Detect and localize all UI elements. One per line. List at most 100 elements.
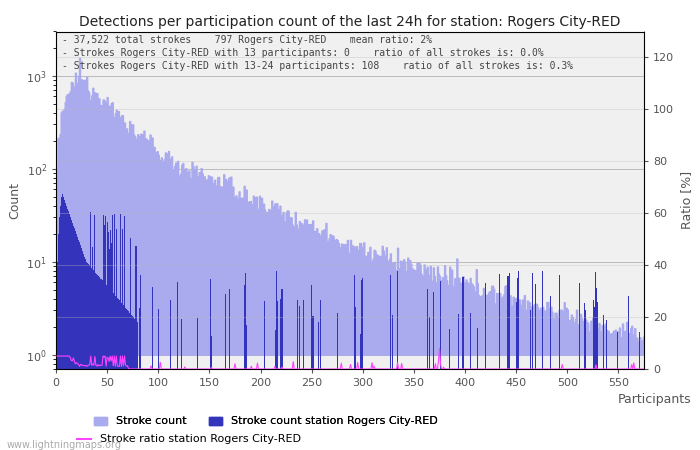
Bar xyxy=(281,288,283,450)
Bar xyxy=(137,322,139,450)
Bar xyxy=(72,223,73,450)
Bar xyxy=(139,308,141,450)
Bar xyxy=(117,298,118,450)
Bar xyxy=(77,237,78,450)
Bar xyxy=(485,283,486,450)
Bar xyxy=(71,220,72,450)
Bar xyxy=(75,231,76,450)
Bar xyxy=(60,206,61,450)
Bar xyxy=(116,230,117,450)
Bar xyxy=(392,315,393,450)
Bar xyxy=(428,317,430,450)
Bar xyxy=(113,293,114,450)
Bar xyxy=(114,214,115,450)
Bar xyxy=(433,292,434,450)
Bar xyxy=(532,273,533,450)
Title: Detections per participation count of the last 24h for station: Rogers City-RED: Detections per participation count of th… xyxy=(79,15,621,29)
Bar xyxy=(110,230,111,450)
Bar xyxy=(303,300,304,450)
Bar xyxy=(277,301,279,450)
Bar xyxy=(121,303,122,450)
Bar xyxy=(106,222,108,450)
Bar xyxy=(639,332,640,450)
Bar xyxy=(458,314,459,450)
Bar xyxy=(131,315,132,450)
Text: Participants: Participants xyxy=(617,393,691,406)
Text: - 37,522 total strokes    797 Rogers City-RED    mean ratio: 2%
- Strokes Rogers: - 37,522 total strokes 797 Rogers City-R… xyxy=(62,35,573,71)
Bar xyxy=(477,328,478,450)
Bar xyxy=(517,278,518,450)
Bar xyxy=(118,299,119,450)
Bar xyxy=(245,273,246,450)
Bar xyxy=(99,277,101,450)
Bar xyxy=(135,246,136,450)
Bar xyxy=(585,310,586,450)
Bar xyxy=(101,279,102,450)
Bar xyxy=(508,273,510,450)
Bar xyxy=(211,336,212,450)
Bar xyxy=(244,284,245,450)
Bar xyxy=(313,316,314,450)
Bar xyxy=(584,303,585,450)
Bar xyxy=(516,302,517,450)
Bar xyxy=(158,309,159,450)
Bar xyxy=(120,214,121,450)
Bar xyxy=(130,238,131,450)
Bar xyxy=(579,283,580,450)
Bar xyxy=(361,280,363,450)
Bar xyxy=(86,262,88,450)
Bar xyxy=(88,264,89,450)
Bar xyxy=(126,309,127,450)
Bar xyxy=(535,284,536,450)
Bar xyxy=(177,282,178,450)
Bar xyxy=(123,305,124,450)
Y-axis label: Ratio [%]: Ratio [%] xyxy=(680,171,693,230)
Bar xyxy=(225,294,226,450)
Bar xyxy=(68,212,69,450)
Bar xyxy=(111,243,112,450)
Bar xyxy=(94,215,95,450)
Bar xyxy=(92,247,93,450)
Bar xyxy=(97,275,99,450)
Bar xyxy=(264,301,265,450)
Bar xyxy=(84,256,85,450)
Bar xyxy=(318,322,319,450)
Bar xyxy=(81,248,82,450)
Bar xyxy=(102,216,104,450)
Bar xyxy=(596,288,598,450)
Bar xyxy=(449,329,450,450)
Bar xyxy=(119,301,120,450)
Bar xyxy=(76,234,77,450)
Bar xyxy=(125,308,126,450)
Bar xyxy=(628,296,629,450)
Bar xyxy=(617,332,618,450)
Bar xyxy=(74,228,75,450)
Bar xyxy=(93,270,95,450)
Bar xyxy=(66,208,68,450)
Legend: Stroke count, Stroke count station Rogers City-RED: Stroke count, Stroke count station Roger… xyxy=(90,412,442,431)
Bar xyxy=(122,230,123,450)
Bar xyxy=(397,271,398,450)
Bar xyxy=(354,275,355,450)
Bar xyxy=(129,313,130,450)
Y-axis label: Count: Count xyxy=(8,182,21,219)
Bar xyxy=(276,271,277,450)
Bar xyxy=(440,281,441,450)
Bar xyxy=(275,330,276,450)
Bar xyxy=(210,279,211,450)
Bar xyxy=(59,217,60,450)
Bar xyxy=(499,274,500,450)
Bar xyxy=(136,246,137,450)
Bar xyxy=(80,245,81,450)
Bar xyxy=(360,333,361,450)
Bar xyxy=(128,311,129,450)
Bar xyxy=(132,316,133,450)
Bar xyxy=(170,300,171,450)
Bar xyxy=(606,320,607,450)
Bar xyxy=(427,288,428,450)
Bar xyxy=(91,268,92,450)
Bar xyxy=(518,271,519,450)
Bar xyxy=(594,307,596,450)
Bar xyxy=(90,212,91,450)
Legend: Stroke ratio station Rogers City-RED: Stroke ratio station Rogers City-RED xyxy=(73,430,305,449)
